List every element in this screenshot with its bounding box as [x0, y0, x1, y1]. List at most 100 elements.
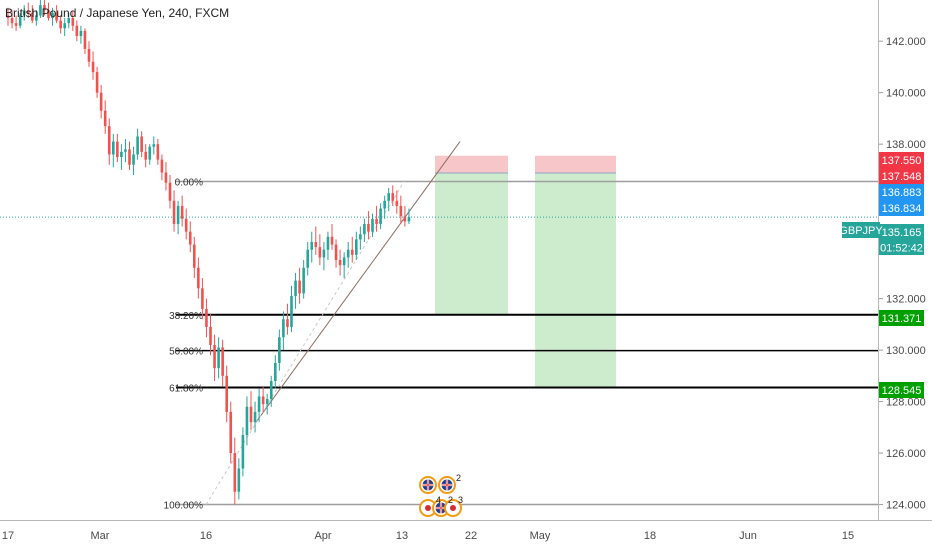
gb-flag[interactable]	[419, 476, 437, 494]
candle	[188, 221, 192, 253]
candle-body	[265, 399, 269, 405]
candle-body	[18, 15, 22, 26]
candle-body	[180, 205, 184, 219]
candle	[257, 388, 261, 423]
candle-body	[148, 146, 152, 160]
candle-body	[350, 249, 354, 255]
candle-body	[83, 30, 87, 49]
candle	[22, 5, 26, 21]
candle-body	[156, 144, 160, 160]
candle	[310, 231, 314, 263]
candle	[120, 144, 123, 170]
fib-retracement[interactable]: 0.00% 38.20% 50.00% 61.80% 100.00%	[164, 177, 878, 512]
price-tag: 137.548	[879, 168, 924, 184]
event-count-badge: 3	[458, 495, 463, 505]
candle	[124, 139, 127, 163]
candle	[249, 391, 253, 430]
jp-flag[interactable]	[444, 499, 462, 517]
time-axis[interactable]	[0, 521, 932, 550]
candle	[213, 334, 216, 381]
countdown-label: 01:52:42	[880, 243, 923, 255]
position-stop-zone[interactable]	[435, 155, 508, 173]
price-tag-label: 137.550	[882, 155, 922, 167]
candle-body	[144, 151, 147, 160]
candle	[197, 257, 200, 299]
candle	[298, 267, 301, 304]
candle	[63, 18, 66, 37]
price-axis-label: 138.000	[886, 139, 926, 151]
price-tag-label: 128.545	[882, 385, 922, 397]
gb-flag[interactable]	[438, 476, 456, 494]
price-axis[interactable]	[879, 0, 932, 520]
candle	[326, 231, 330, 260]
candle	[367, 211, 370, 240]
candle-body	[229, 411, 233, 454]
candle	[160, 154, 164, 181]
time-axis-label: Mar	[91, 530, 110, 542]
jp-flag-sun	[425, 505, 431, 511]
trend-line[interactable]	[255, 141, 461, 423]
candle-body	[314, 241, 318, 248]
candle	[10, 10, 14, 29]
price-tag-bg	[879, 200, 924, 216]
candle	[290, 285, 293, 333]
candle-body	[338, 260, 342, 266]
candle-body	[71, 18, 75, 26]
candle-body	[79, 30, 83, 37]
candle-body	[298, 280, 301, 294]
candle-body	[326, 236, 330, 250]
candle	[39, 0, 42, 19]
trend-lines[interactable]	[205, 141, 461, 505]
candle	[241, 427, 245, 477]
candle	[112, 133, 115, 168]
candle	[107, 118, 111, 165]
candle	[407, 208, 411, 224]
candle	[99, 84, 103, 119]
candle	[26, 2, 30, 19]
price-tags: 137.550 137.548 136.883 136.834 135.165 131.3…	[879, 152, 924, 398]
price-axis-label: 130.000	[886, 345, 926, 357]
price-tag-bg	[879, 168, 924, 184]
countdown-tag	[879, 240, 924, 255]
fib-level-label: 38.20%	[169, 311, 203, 322]
candle	[322, 241, 326, 271]
price-tag-label: 131.371	[882, 313, 922, 325]
event-count-badge: 4	[436, 495, 441, 505]
price-tag-label: 136.883	[882, 187, 922, 199]
time-axis-labels: 17 Mar 16 Apr 13 22 May 18 Jun 15	[2, 530, 854, 542]
candle-body	[342, 257, 346, 266]
candle-body	[120, 151, 123, 158]
position-stop-zone[interactable]	[535, 155, 616, 173]
candle-body	[278, 337, 281, 363]
economic-events[interactable]: 24 2 3	[419, 473, 463, 517]
chart-title: British Pound / Japanese Yen, 240, FXCM	[5, 6, 229, 20]
candle-body	[188, 231, 192, 245]
candle	[225, 365, 228, 423]
price-tag: 136.834	[879, 200, 924, 216]
candle	[306, 241, 309, 276]
candle-body	[152, 144, 156, 147]
candle-body	[355, 239, 358, 255]
price-axis-label: 126.000	[886, 448, 926, 460]
candles	[6, 0, 411, 505]
candle-body	[205, 308, 208, 327]
candle-body	[124, 149, 127, 152]
candle	[294, 272, 297, 309]
short-positions[interactable]	[435, 155, 616, 388]
candle	[156, 139, 160, 165]
fib-level-label: 50.00%	[169, 347, 203, 358]
candle-body	[116, 141, 119, 158]
position-target-zone[interactable]	[535, 172, 616, 388]
candle-body	[39, 5, 42, 16]
candle-body	[112, 141, 115, 155]
candle-body	[63, 23, 66, 29]
position-target-zone[interactable]	[435, 172, 508, 315]
candle-body	[269, 380, 273, 400]
candle-body	[59, 20, 62, 29]
candle	[334, 239, 338, 268]
candle	[265, 393, 269, 415]
time-axis-label: 16	[200, 530, 212, 542]
candle-body	[197, 267, 200, 289]
candle	[375, 205, 378, 232]
